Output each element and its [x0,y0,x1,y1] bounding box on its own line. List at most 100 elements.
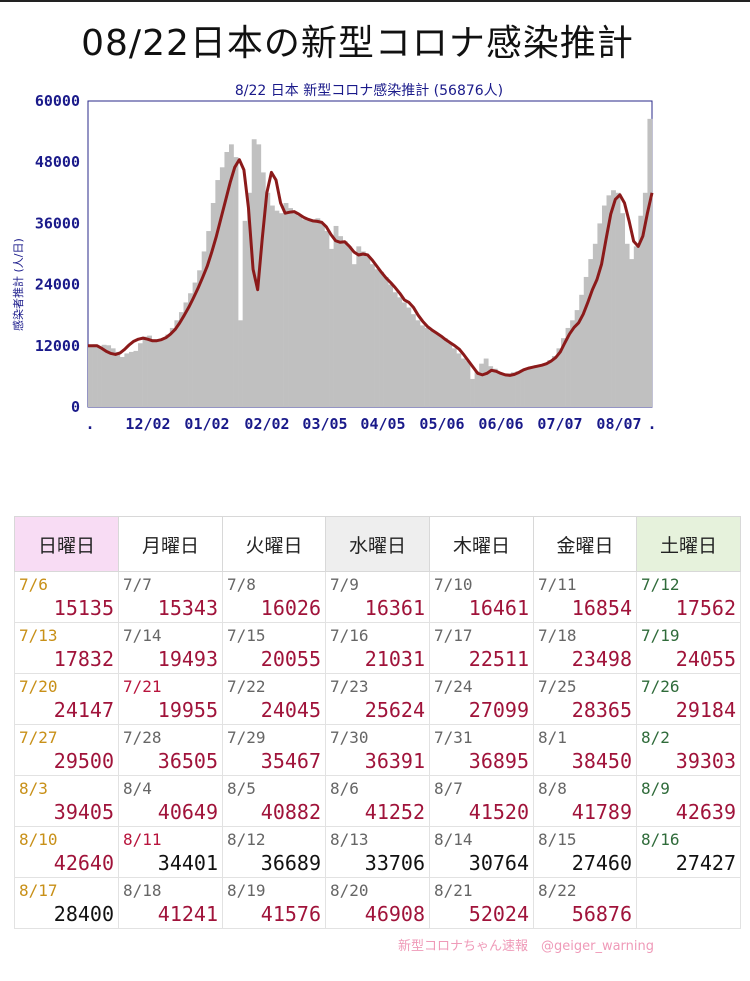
daily-bar [360,251,366,407]
daily-bar [406,307,412,407]
day-date: 7/8 [227,575,256,594]
daily-bar [269,205,275,407]
x-tick-label: . [85,415,94,433]
calendar-day-cell: 8/6 41252 [325,775,430,827]
daily-bar [324,231,330,407]
calendar-day-cell: 7/18 23498 [533,622,637,674]
top-border-line [0,0,750,2]
calendar-day-cell: 8/12 36689 [222,826,326,878]
daily-bar [310,219,316,407]
calendar-day-cell: 8/3 39405 [14,775,119,827]
day-count: 27099 [468,698,529,722]
day-count: 41789 [571,800,632,824]
day-date: 7/13 [19,626,58,645]
daily-bar [388,284,394,407]
daily-bar [292,213,298,407]
day-count: 39303 [675,749,736,773]
daily-bar [497,372,503,407]
calendar-day-cell: 8/17 28400 [14,877,119,929]
daily-bar [506,373,512,407]
day-date: 7/23 [330,677,369,696]
day-date: 8/14 [434,830,473,849]
day-count: 20055 [260,647,321,671]
daily-bar [456,353,462,407]
day-date: 8/18 [123,881,162,900]
daily-bar [529,367,535,407]
day-count: 17832 [53,647,114,671]
daily-bar [592,243,598,407]
daily-bar [97,346,102,407]
daily-bar [556,348,562,407]
calendar-day-cell: 7/13 17832 [14,622,119,674]
day-date: 7/30 [330,728,369,747]
daily-bar [288,208,293,407]
daily-bar [401,302,407,407]
daily-bar [156,340,162,407]
day-count: 29500 [53,749,114,773]
daily-bar [115,351,121,407]
day-count: 24147 [53,698,114,722]
day-date: 7/27 [19,728,58,747]
calendar-day-cell: 8/16 27427 [636,826,741,878]
day-count: 24055 [675,647,736,671]
daily-bar [520,369,525,407]
daily-bar [424,327,430,407]
day-date: 7/31 [434,728,473,747]
daily-bar [338,236,344,407]
day-count: 39405 [53,800,114,824]
daily-bar [297,215,303,407]
daily-bar [192,282,198,407]
y-tick-label: 60000 [35,92,80,110]
daily-bar [583,276,589,407]
day-date: 8/21 [434,881,473,900]
daily-bar [470,378,475,407]
day-count: 16361 [364,596,425,620]
day-date: 7/26 [641,677,680,696]
daily-bar [342,241,348,407]
daily-bar [188,293,193,407]
daily-bar [597,223,603,407]
day-count: 30764 [468,851,529,875]
day-date: 7/16 [330,626,369,645]
daily-bar [124,353,130,407]
day-date: 8/17 [19,881,58,900]
daily-bar [397,297,403,407]
x-tick-label: 03/05 [302,415,347,433]
calendar-week-row: 7/27 29500 7/28 36505 7/29 35467 7/30 36391 7/31… [14,724,741,776]
calendar-day-cell: 8/5 40882 [222,775,326,827]
daily-bar [429,330,434,407]
infection-estimate-chart: 8/22 日本 新型コロナ感染推計 (56876人) 0 12000 24000 36… [11,82,657,433]
calendar-day-cell: 7/28 36505 [118,724,223,776]
calendar-week-row: 7/20 24147 7/21 19955 7/22 24045 7/23 25624 7/24… [14,673,741,725]
day-count: 15135 [53,596,114,620]
daily-bar [247,192,253,407]
day-count: 36391 [364,749,425,773]
daily-bar [215,180,221,407]
calendar-week-row: 8/3 39405 8/4 40649 8/5 40882 8/6 41252 8/7 41520… [14,775,741,827]
day-date: 7/29 [227,728,266,747]
day-count: 28400 [53,902,114,926]
day-count: 33706 [364,851,425,875]
daily-bar [479,363,485,407]
daily-bar [588,259,594,407]
day-count: 17562 [675,596,736,620]
calendar-day-cell: 8/1 38450 [533,724,637,776]
daily-bar [206,231,212,407]
day-count: 21031 [364,647,425,671]
calendar-body: 7/6 15135 7/7 15343 7/8 16026 7/9 16361 7/10 1646… [14,571,741,929]
day-count: 34401 [157,851,218,875]
day-date: 8/9 [641,779,670,798]
daily-bar [242,220,248,407]
daily-bar [365,256,371,407]
daily-bar [169,327,175,407]
y-tick-label: 48000 [35,153,80,171]
calendar-day-cell: 8/21 52024 [429,877,534,929]
daily-bar [460,358,466,407]
calendar-day-cell: 7/12 17562 [636,571,741,623]
daily-bar [351,264,357,407]
calendar-week-row: 7/6 15135 7/7 15343 7/8 16026 7/9 16361 7/10 1646… [14,571,741,623]
day-date: 8/12 [227,830,266,849]
calendar-day-cell: 7/26 29184 [636,673,741,725]
day-date: 8/11 [123,830,162,849]
day-count: 41576 [260,902,321,926]
